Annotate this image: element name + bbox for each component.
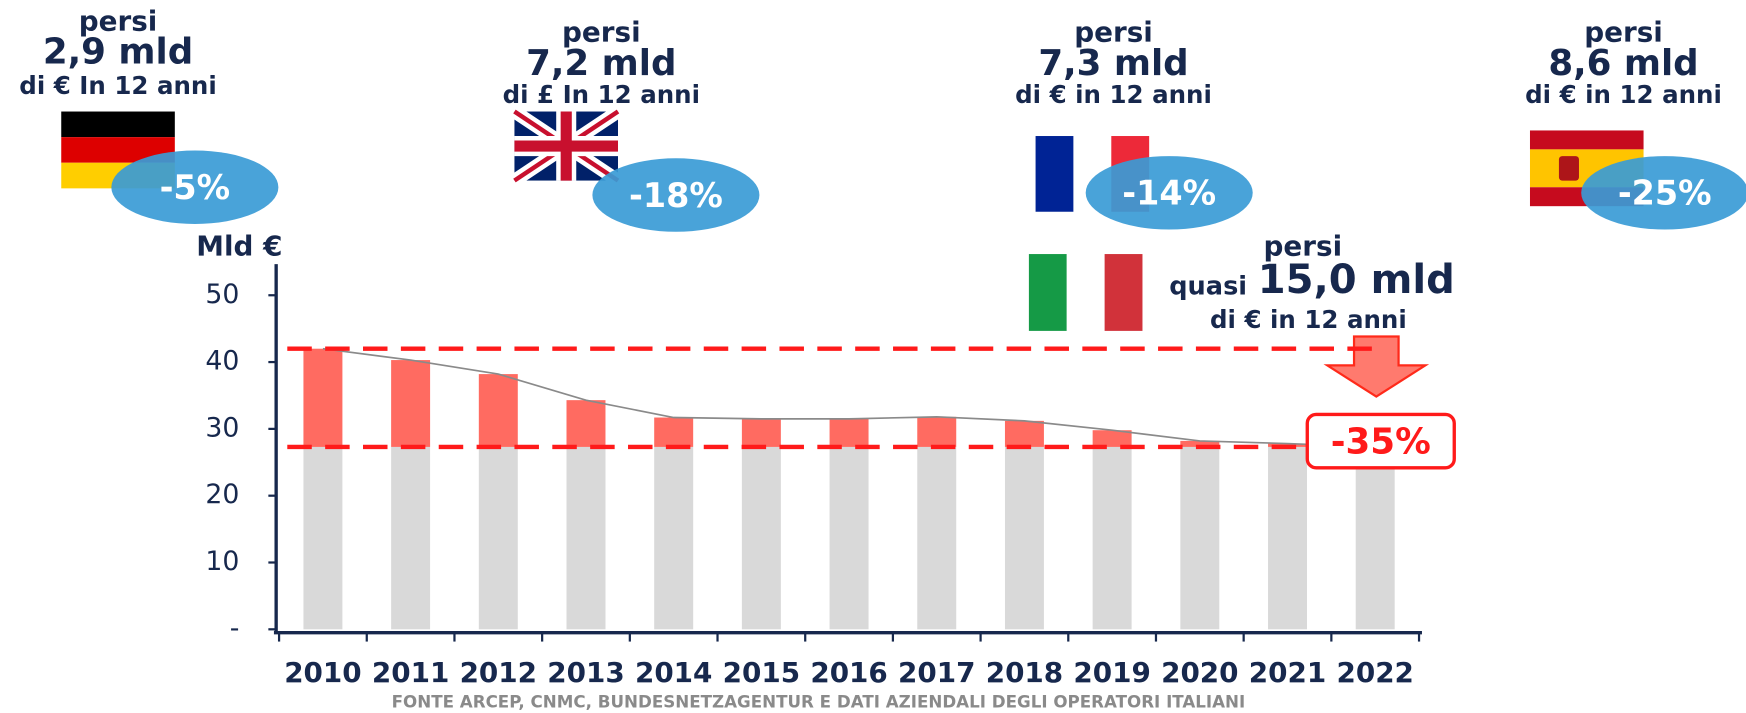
- bar-base: [1180, 446, 1220, 630]
- y-tick-label: 30: [205, 412, 239, 443]
- annotation-line: di £ In 12 anni: [503, 80, 700, 109]
- x-tick-label: 2018: [986, 656, 1063, 689]
- annotation-line: di € In 12 anni: [19, 71, 216, 100]
- annotation-line: persi: [1264, 229, 1343, 262]
- y-tick-label: 50: [205, 279, 239, 310]
- bar-loss: [829, 418, 869, 447]
- badge-label: -14%: [1122, 174, 1216, 213]
- bar-base: [1355, 446, 1395, 630]
- annotation-line: 7,3 mld: [1038, 43, 1188, 84]
- bar-base: [303, 446, 343, 630]
- y-tick-label: 40: [205, 346, 239, 377]
- annotation-line: 15,0 mld: [1258, 257, 1455, 303]
- bar-loss: [1092, 430, 1132, 447]
- annotation-line: persi: [562, 16, 641, 49]
- y-tick-label: -: [230, 613, 240, 644]
- bar-base: [391, 446, 431, 630]
- bar-loss: [566, 400, 606, 447]
- annotation-line: persi: [1584, 16, 1663, 49]
- annotation-line: persi: [1074, 16, 1153, 49]
- bar-base: [1004, 446, 1044, 630]
- x-tick-label: 2019: [1073, 656, 1150, 689]
- annotation-line: quasi: [1169, 271, 1247, 301]
- bar-base: [1092, 446, 1132, 630]
- bar-base: [566, 446, 606, 630]
- x-tick-label: 2017: [898, 656, 975, 689]
- flag-uk: [510, 105, 622, 187]
- y-axis-label: Mld €: [196, 229, 282, 262]
- badge-box: [1305, 412, 1456, 470]
- bar-base: [478, 446, 518, 630]
- bar-loss: [303, 348, 343, 447]
- badge-label: -5%: [160, 168, 231, 207]
- badge-label: -18%: [629, 176, 723, 215]
- down-arrow: [1323, 335, 1430, 398]
- bar-loss: [391, 360, 431, 447]
- x-tick-label: 2011: [372, 656, 449, 689]
- bar-base: [741, 446, 781, 630]
- x-tick-label: 2022: [1336, 656, 1413, 689]
- bar-base: [654, 446, 694, 630]
- bar-loss: [741, 418, 781, 447]
- flag-italy: [1028, 254, 1143, 331]
- bar-base: [829, 446, 869, 630]
- bar-base: [917, 446, 957, 630]
- annotation-line: di € in 12 anni: [1210, 305, 1407, 334]
- x-tick-label: 2012: [460, 656, 537, 689]
- x-tick-label: 2010: [284, 656, 361, 689]
- y-tick-label: 20: [205, 479, 239, 510]
- bar-loss: [654, 417, 694, 447]
- badge-label: -25%: [1618, 174, 1712, 213]
- x-tick-label: 2014: [635, 656, 712, 689]
- annotation-line: di € in 12 anni: [1525, 80, 1722, 109]
- source: FONTE ARCEP, CNMC, BUNDESNETZAGENTUR E D…: [392, 691, 1246, 711]
- x-tick-label: 2016: [810, 656, 887, 689]
- bar-loss: [478, 374, 518, 447]
- bar-loss: [917, 416, 957, 447]
- x-tick-label: 2013: [547, 656, 624, 689]
- badge-label: -35%: [1331, 421, 1431, 462]
- bar-loss: [1004, 420, 1044, 447]
- annotation-line: 8,6 mld: [1548, 43, 1698, 84]
- annotation-line: 2,9 mld: [43, 32, 193, 73]
- trend-line: [322, 347, 1376, 448]
- bar-loss: [1180, 440, 1220, 447]
- badge: [592, 158, 760, 232]
- annotation-line: di € in 12 anni: [1015, 80, 1212, 109]
- x-tick-label: 2020: [1161, 656, 1238, 689]
- annotation-line: 7,2 mld: [526, 43, 676, 84]
- badge: [1581, 156, 1746, 230]
- annotation-line: persi: [79, 4, 158, 37]
- badge: [111, 150, 279, 224]
- bar-base: [1268, 446, 1307, 630]
- badge: [1085, 156, 1253, 230]
- x-tick-label: 2021: [1249, 656, 1326, 689]
- x-tick-label: 2015: [723, 656, 800, 689]
- y-tick-label: 10: [205, 546, 239, 577]
